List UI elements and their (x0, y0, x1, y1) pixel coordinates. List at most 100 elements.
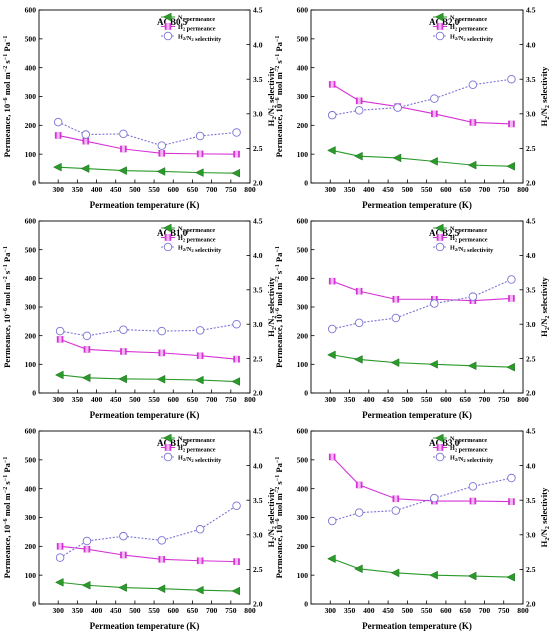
y-left-axis-label: Permeance, 10−6 mol m−2 s−1 Pa−1 (2, 36, 12, 158)
y-right-tick-label: 4.5 (253, 427, 263, 436)
x-tick-label: 500 (402, 606, 414, 615)
x-tick-label: 550 (421, 185, 433, 194)
data-point-h2 (392, 295, 400, 303)
data-point-h2 (233, 150, 240, 158)
x-tick-label: 650 (187, 395, 199, 404)
y-left-tick-label: 300 (297, 513, 309, 522)
series-line-n2 (60, 581, 237, 592)
data-point-selectivity (468, 80, 478, 89)
legend-label-h2: H2 permeance (450, 24, 488, 32)
data-point-h2 (196, 150, 204, 158)
data-point-h2 (233, 355, 240, 363)
legend-marker-n2 (434, 433, 444, 443)
y-right-tick-label: 3.0 (526, 320, 536, 329)
y-left-axis-label: Permeance, 10−6 mol m−2 s−1 Pa−1 (274, 36, 284, 158)
data-point-h2 (355, 481, 363, 489)
legend-marker-selectivity (435, 31, 445, 41)
data-point-n2 (156, 374, 166, 384)
data-point-n2 (80, 164, 90, 173)
data-point-h2 (392, 495, 400, 503)
x-tick-label: 450 (382, 185, 394, 194)
legend-marker-h2 (164, 234, 172, 241)
data-point-selectivity (430, 493, 439, 503)
panel-title: ACB2.5 (429, 228, 460, 238)
legend-label-h2: H2 permeance (178, 445, 216, 453)
legend-label-n2: N2 permeance (178, 14, 215, 22)
x-tick-label: 350 (72, 395, 84, 404)
x-tick-label: 300 (325, 395, 337, 404)
data-point-selectivity (393, 103, 402, 112)
data-point-h2 (158, 150, 166, 157)
data-point-h2 (56, 543, 64, 550)
y-left-tick-label: 0 (304, 600, 308, 609)
data-point-h2 (233, 558, 240, 565)
data-point-h2 (355, 287, 363, 295)
x-tick-label: 700 (206, 395, 218, 404)
x-tick-label: 650 (459, 185, 471, 194)
y-right-tick-label: 3.5 (526, 496, 536, 505)
legend-label-h2: H2 permeance (178, 235, 216, 243)
data-point-selectivity (507, 275, 516, 284)
data-point-n2 (81, 373, 91, 383)
data-point-n2 (506, 362, 515, 372)
data-point-n2 (118, 583, 127, 592)
data-point-h2 (83, 346, 91, 353)
data-point-n2 (354, 564, 363, 574)
y-left-tick-label: 500 (25, 456, 37, 465)
x-tick-label: 350 (344, 185, 356, 194)
legend-marker-selectivity (435, 242, 445, 252)
x-tick-label: 550 (148, 185, 160, 194)
x-tick-label: 300 (52, 606, 64, 615)
y-left-tick-label: 500 (297, 245, 309, 254)
x-tick-label: 650 (187, 606, 199, 615)
x-tick-label: 700 (479, 185, 491, 194)
x-tick-label: 550 (421, 395, 433, 404)
y-right-tick-label: 2.0 (526, 600, 536, 609)
series-line-n2 (332, 558, 512, 578)
y-left-tick-label: 300 (25, 513, 37, 522)
x-axis-label: Permeation temperature (K) (90, 200, 200, 210)
x-tick-label: 450 (110, 395, 122, 404)
data-point-selectivity (327, 516, 337, 526)
x-tick-label: 650 (187, 185, 199, 194)
data-point-n2 (231, 377, 241, 386)
data-point-h2 (196, 352, 204, 360)
legend-label-n2: N2 permeance (450, 435, 487, 443)
data-point-n2 (194, 585, 204, 595)
y-right-tick-label: 3.5 (253, 75, 263, 84)
data-point-h2 (508, 120, 515, 128)
chart-panel-acb1-5: 300 350 400 450 500 550 600 650 700 750 800 0 100 200… (2, 427, 278, 631)
series-line-n2 (332, 354, 512, 368)
x-tick-label: 450 (382, 606, 394, 615)
series-line-h2 (60, 545, 237, 563)
legend-marker-n2 (434, 223, 444, 233)
data-point-h2 (54, 132, 62, 139)
y-right-tick-label: 4.5 (253, 6, 263, 15)
x-tick-label: 750 (498, 185, 510, 194)
data-point-h2 (196, 557, 204, 565)
legend-marker-n2 (434, 12, 444, 22)
y-right-tick-label: 3.0 (253, 320, 263, 329)
y-right-tick-label: 3.5 (526, 75, 536, 84)
series-line-n2 (60, 374, 237, 383)
y-right-tick-label: 2.0 (253, 389, 263, 398)
data-point-h2 (508, 295, 515, 302)
chart-panel-acb0-5: 300 350 400 450 500 550 600 650 700 750 800 0 100 200… (2, 6, 278, 210)
data-point-h2 (431, 110, 438, 118)
y-right-tick-label: 4.5 (253, 217, 263, 226)
legend-label-n2: N2 permeance (178, 225, 215, 233)
x-tick-label: 600 (168, 606, 180, 615)
y-right-axis-label: H2/N2 selectivity (539, 487, 550, 547)
data-point-selectivity (430, 94, 439, 103)
y-right-tick-label: 4.5 (526, 217, 536, 226)
legend-label-selectivity: H2/N2 selectivity (178, 33, 222, 43)
data-point-h2 (120, 551, 127, 559)
x-tick-label: 600 (168, 395, 180, 404)
x-tick-label: 500 (129, 395, 141, 404)
y-right-tick-label: 2.0 (253, 600, 263, 609)
x-tick-label: 500 (129, 606, 141, 615)
